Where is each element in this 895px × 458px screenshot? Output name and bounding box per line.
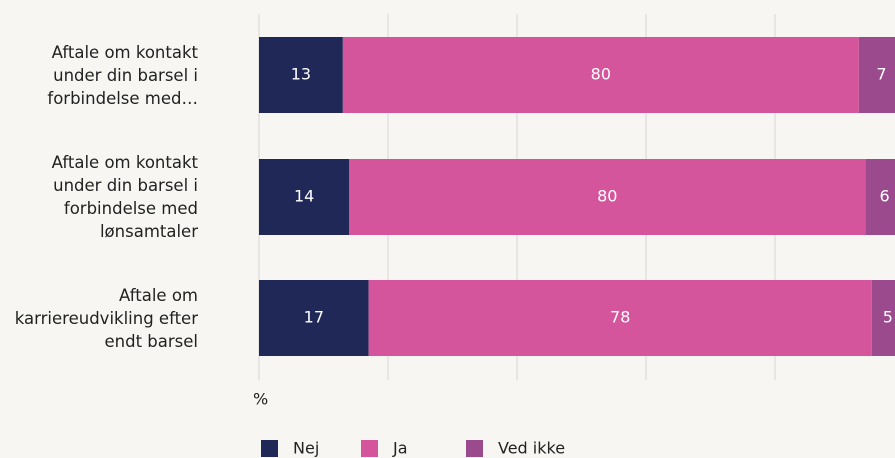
category-label: Aftale om kontakt under din barsel i for… xyxy=(47,42,198,108)
value-label: 6 xyxy=(880,187,890,206)
value-label: 7 xyxy=(876,65,886,84)
value-label: 78 xyxy=(610,308,630,327)
bar-segment xyxy=(368,280,872,356)
value-label: 80 xyxy=(591,65,611,84)
bar-segment xyxy=(259,159,350,235)
bar-segment xyxy=(865,159,895,235)
category-label: Aftale om kontakt under din barsel i for… xyxy=(51,153,198,241)
legend-swatch xyxy=(466,440,483,457)
legend-label: Nej xyxy=(293,439,319,458)
x-axis-label: % xyxy=(253,390,268,409)
legend-swatch xyxy=(361,440,378,457)
bar-segment xyxy=(259,37,343,113)
value-label: 5 xyxy=(883,308,893,327)
legend-label: Ja xyxy=(392,439,408,458)
value-label: 13 xyxy=(291,65,311,84)
bar-segment xyxy=(342,37,859,113)
legend-swatch xyxy=(261,440,278,457)
bar-segment xyxy=(349,159,866,235)
bar-segment xyxy=(858,37,895,113)
value-label: 14 xyxy=(294,187,314,206)
category-label: Aftale om karriereudvikling efter endt b… xyxy=(14,285,198,351)
value-label: 80 xyxy=(597,187,617,206)
legend-label: Ved ikke xyxy=(498,439,565,458)
value-label: 17 xyxy=(304,308,324,327)
bar-segment xyxy=(259,280,369,356)
bar-segment xyxy=(871,280,895,356)
